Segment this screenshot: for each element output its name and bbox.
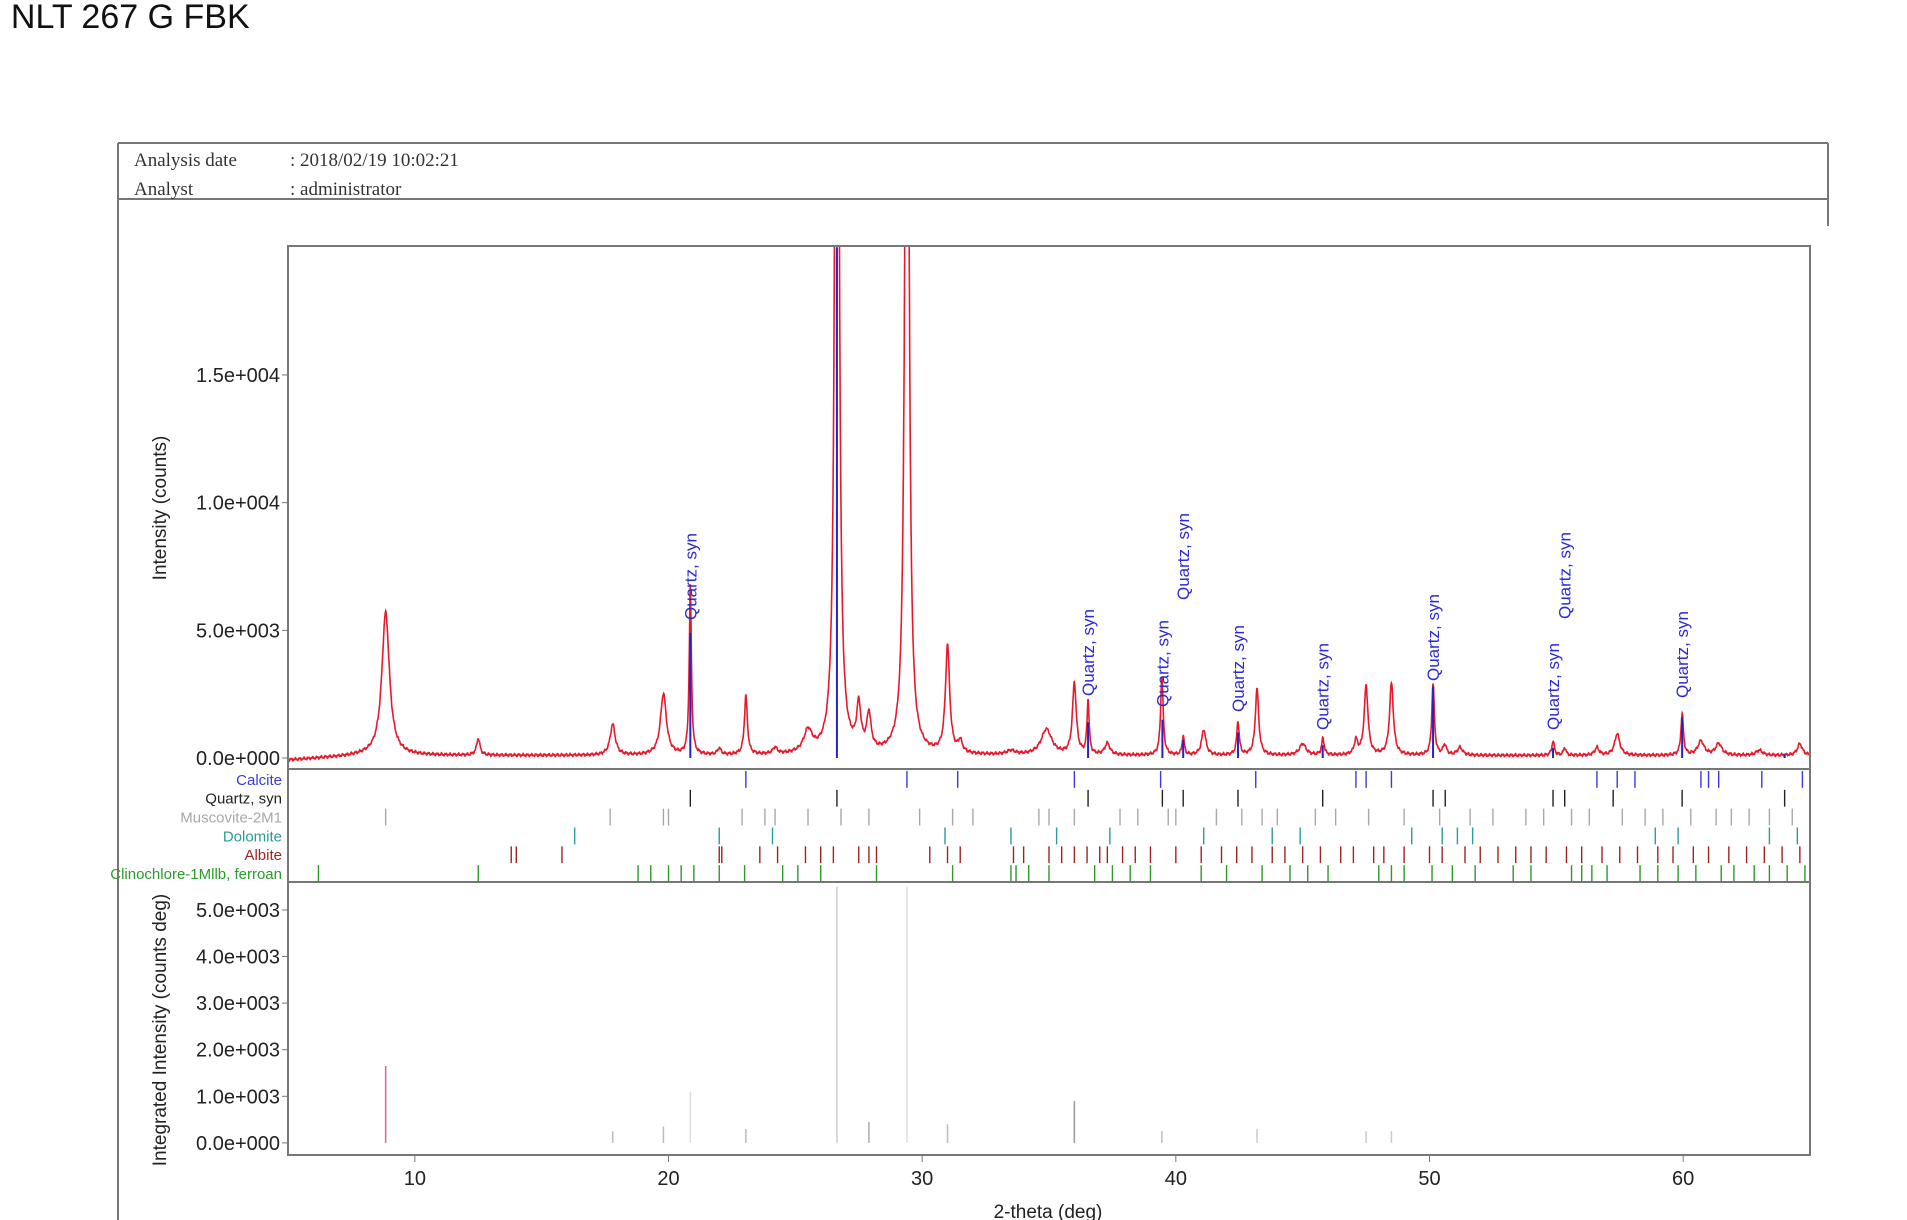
- peak-label: Quartz, syn: [1424, 594, 1443, 681]
- sample-title: : NLT 267 G FBK: [0, 0, 250, 36]
- legend-quartz-syn: Quartz, syn: [205, 791, 282, 808]
- legend-clinochlore-1mllb-ferroan: Clinochlore-1Mllb, ferroan: [110, 866, 282, 883]
- y-tick-label: 1.0e+004: [196, 493, 280, 515]
- y-tick-label: 1.5e+004: [196, 365, 280, 387]
- legend-albite: Albite: [244, 847, 282, 864]
- peak-label: Quartz, syn: [1544, 643, 1563, 730]
- analysis-date-label: Analysis date: [134, 150, 237, 171]
- y-tick-label: 0.0e+000: [196, 748, 280, 770]
- y-tick-label: 1.0e+003: [196, 1086, 280, 1108]
- legend-muscovite-2m1: Muscovite-2M1: [180, 810, 282, 827]
- analysis-header: Analysis date : 2018/02/19 10:02:21 Anal…: [117, 142, 1829, 1220]
- y-axis-label-integrated: Integrated Intensity (counts deg): [150, 894, 171, 1167]
- plot-frame: [287, 245, 1811, 1156]
- peak-label: Quartz, syn: [681, 533, 700, 620]
- peak-label: Quartz, syn: [1556, 532, 1575, 619]
- y-tick-label: 5.0e+003: [196, 900, 280, 922]
- x-tick-label: 60: [1672, 1168, 1694, 1190]
- peak-label: Quartz, syn: [1673, 611, 1692, 698]
- analyst-value: : administrator: [290, 179, 402, 200]
- y-tick-label: 5.0e+003: [196, 620, 280, 642]
- y-tick-label: 4.0e+003: [196, 947, 280, 969]
- peak-label: Quartz, syn: [1153, 620, 1172, 707]
- legend-dolomite: Dolomite: [223, 828, 282, 845]
- peak-label: Quartz, syn: [1229, 625, 1248, 712]
- y-tick-label: 0.0e+000: [196, 1133, 280, 1155]
- x-tick-label: 30: [911, 1168, 933, 1190]
- peak-label: Quartz, syn: [1079, 609, 1098, 696]
- peak-label: Quartz, syn: [1314, 643, 1333, 730]
- y-tick-label: 2.0e+003: [196, 1040, 280, 1062]
- x-tick-label: 40: [1165, 1168, 1187, 1190]
- analysis-date-value: : 2018/02/19 10:02:21: [290, 150, 459, 171]
- x-tick-label: 20: [657, 1168, 679, 1190]
- plot-area: Quartz, syn Quartz, syn Quartz, syn Quartz,…: [110, 245, 1811, 1190]
- x-tick-label: 50: [1418, 1168, 1440, 1190]
- x-tick-label: 10: [404, 1168, 426, 1190]
- legend-calcite: Calcite: [236, 772, 282, 789]
- x-axis-label: 2-theta (deg): [994, 1202, 1103, 1220]
- peak-label: Quartz, syn: [1174, 513, 1193, 600]
- y-axis-label-intensity: Intensity (counts): [150, 436, 171, 581]
- diffraction-profile: [288, 246, 1810, 763]
- analyst-label: Analyst: [134, 179, 194, 200]
- y-tick-label: 3.0e+003: [196, 993, 280, 1015]
